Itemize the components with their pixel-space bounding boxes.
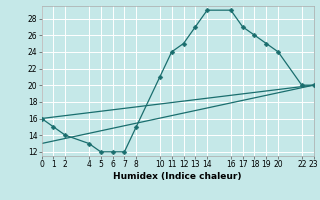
X-axis label: Humidex (Indice chaleur): Humidex (Indice chaleur) [113, 172, 242, 181]
